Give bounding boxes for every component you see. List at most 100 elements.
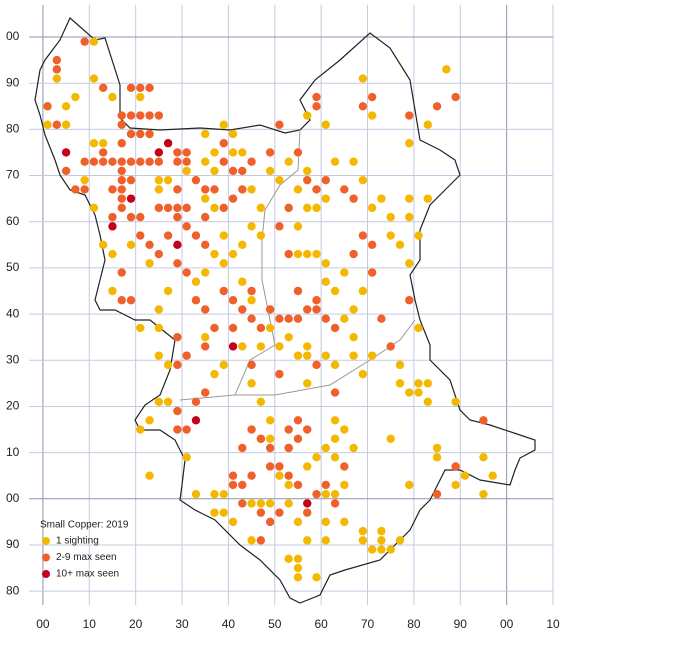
record-dot — [340, 425, 349, 434]
record-dot — [126, 296, 136, 305]
record-dot — [358, 102, 368, 111]
record-dot — [191, 416, 201, 425]
record-dot — [108, 157, 117, 166]
record-dot — [52, 55, 62, 65]
record-dot — [284, 471, 293, 480]
record-dot — [117, 111, 126, 120]
record-dot — [191, 397, 201, 407]
record-dot — [284, 249, 293, 259]
record-dot — [321, 259, 330, 268]
record-dot — [210, 489, 219, 499]
record-dot — [284, 203, 293, 213]
record-dot — [303, 305, 312, 314]
record-dot — [405, 111, 414, 120]
record-dot — [238, 499, 247, 508]
y-tick-label: 50 — [6, 260, 20, 274]
record-dot — [80, 185, 89, 194]
record-dot — [173, 240, 182, 250]
x-tick-label: 10 — [83, 617, 97, 631]
record-dot — [126, 111, 136, 120]
record-dot — [163, 397, 173, 407]
record-dot — [414, 388, 423, 397]
record-dot — [321, 443, 330, 453]
record-dot — [238, 277, 247, 286]
record-dot — [117, 268, 126, 277]
record-dot — [201, 194, 210, 203]
record-dot — [405, 296, 414, 305]
record-dot — [321, 489, 330, 499]
record-dot — [386, 342, 395, 351]
record-dot — [312, 296, 321, 305]
record-dot — [386, 231, 395, 240]
record-dot — [395, 536, 405, 545]
record-dot — [256, 397, 266, 407]
record-dot — [330, 489, 340, 499]
record-dot — [395, 240, 405, 250]
record-dot — [303, 462, 312, 471]
record-dot — [201, 212, 210, 222]
record-dot — [173, 406, 182, 416]
record-dot — [98, 148, 108, 157]
record-dot — [451, 92, 460, 102]
record-dot — [228, 480, 238, 490]
record-dot — [367, 351, 377, 360]
record-dot — [247, 536, 256, 545]
record-dot — [330, 416, 340, 425]
record-dot — [330, 434, 340, 443]
record-dot — [136, 231, 145, 240]
record-dot — [256, 342, 266, 351]
record-dot — [293, 314, 303, 323]
record-dot — [228, 249, 238, 259]
record-dot — [108, 212, 117, 222]
legend-marker — [42, 537, 50, 545]
record-dot — [219, 120, 228, 129]
record-dot — [321, 120, 330, 129]
y-tick-label: 80 — [6, 583, 20, 597]
record-dot — [136, 83, 145, 93]
record-dot — [432, 489, 442, 499]
record-dot — [191, 231, 201, 240]
record-dot — [275, 471, 284, 480]
record-dot — [284, 332, 293, 342]
record-dot — [52, 65, 62, 74]
record-dot — [423, 120, 432, 129]
record-dot — [321, 277, 330, 286]
record-dot — [145, 157, 154, 166]
record-dot — [488, 471, 497, 480]
record-dot — [349, 249, 358, 259]
record-dot — [275, 222, 284, 231]
record-dot — [330, 323, 340, 333]
record-dot — [117, 157, 126, 166]
record-dot — [303, 111, 312, 120]
record-dot — [367, 240, 377, 250]
record-dot — [358, 536, 368, 545]
record-dot — [154, 323, 164, 333]
record-dot — [284, 499, 293, 508]
record-dot — [284, 480, 293, 490]
record-dot — [210, 185, 219, 194]
record-dot — [173, 332, 182, 342]
records — [43, 37, 497, 582]
record-dot — [228, 517, 238, 527]
record-dot — [247, 296, 256, 305]
record-dot — [201, 129, 210, 139]
record-dot — [284, 443, 293, 453]
record-dot — [451, 397, 460, 407]
record-dot — [479, 453, 488, 462]
record-dot — [340, 480, 349, 490]
record-dot — [247, 286, 256, 296]
record-dot — [154, 148, 164, 157]
record-dot — [349, 443, 358, 453]
record-dot — [247, 222, 256, 231]
y-tick-label: 90 — [6, 537, 20, 551]
record-dot — [377, 314, 386, 323]
record-dot — [108, 92, 117, 102]
record-dot — [163, 360, 173, 370]
record-dot — [303, 342, 312, 351]
record-dot — [108, 249, 117, 259]
record-dot — [321, 351, 330, 360]
record-dot — [247, 185, 256, 194]
record-dot — [89, 203, 99, 213]
record-dot — [191, 296, 201, 305]
x-tick-label: 00 — [500, 617, 514, 631]
